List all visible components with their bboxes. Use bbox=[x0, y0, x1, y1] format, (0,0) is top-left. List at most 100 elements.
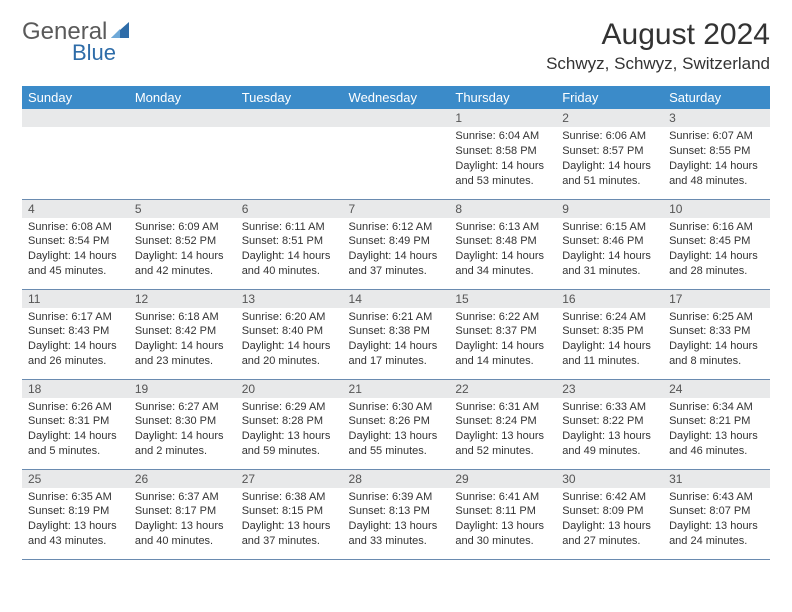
sunset-text: Sunset: 8:28 PM bbox=[242, 414, 337, 429]
sunrise-text: Sunrise: 6:07 AM bbox=[669, 129, 764, 144]
sunset-text: Sunset: 8:55 PM bbox=[669, 144, 764, 159]
sunset-text: Sunset: 8:48 PM bbox=[455, 234, 550, 249]
sunrise-text: Sunrise: 6:38 AM bbox=[242, 490, 337, 505]
sunrise-text: Sunrise: 6:22 AM bbox=[455, 310, 550, 325]
day-number-bar bbox=[236, 109, 343, 127]
daylight-text: Daylight: 13 hours and 33 minutes. bbox=[349, 519, 444, 549]
day-number: 10 bbox=[663, 200, 770, 218]
sunrise-text: Sunrise: 6:31 AM bbox=[455, 400, 550, 415]
weekday-header: Saturday bbox=[663, 86, 770, 109]
day-number: 24 bbox=[663, 380, 770, 398]
sunset-text: Sunset: 8:58 PM bbox=[455, 144, 550, 159]
sunrise-text: Sunrise: 6:41 AM bbox=[455, 490, 550, 505]
day-details: Sunrise: 6:07 AMSunset: 8:55 PMDaylight:… bbox=[663, 127, 770, 194]
sunset-text: Sunset: 8:24 PM bbox=[455, 414, 550, 429]
title-block: August 2024 Schwyz, Schwyz, Switzerland bbox=[546, 18, 770, 74]
sunrise-text: Sunrise: 6:21 AM bbox=[349, 310, 444, 325]
daylight-text: Daylight: 14 hours and 17 minutes. bbox=[349, 339, 444, 369]
sunset-text: Sunset: 8:37 PM bbox=[455, 324, 550, 339]
day-number: 12 bbox=[129, 290, 236, 308]
daylight-text: Daylight: 14 hours and 5 minutes. bbox=[28, 429, 123, 459]
daylight-text: Daylight: 14 hours and 34 minutes. bbox=[455, 249, 550, 279]
weekday-header: Thursday bbox=[449, 86, 556, 109]
day-number: 19 bbox=[129, 380, 236, 398]
calendar-day-cell: 9Sunrise: 6:15 AMSunset: 8:46 PMDaylight… bbox=[556, 199, 663, 289]
daylight-text: Daylight: 14 hours and 51 minutes. bbox=[562, 159, 657, 189]
daylight-text: Daylight: 13 hours and 24 minutes. bbox=[669, 519, 764, 549]
sunset-text: Sunset: 8:26 PM bbox=[349, 414, 444, 429]
day-details: Sunrise: 6:04 AMSunset: 8:58 PMDaylight:… bbox=[449, 127, 556, 194]
sunset-text: Sunset: 8:38 PM bbox=[349, 324, 444, 339]
page-header: General Blue August 2024 Schwyz, Schwyz,… bbox=[22, 18, 770, 74]
calendar-day-cell: 11Sunrise: 6:17 AMSunset: 8:43 PMDayligh… bbox=[22, 289, 129, 379]
day-number: 1 bbox=[449, 109, 556, 127]
sunrise-text: Sunrise: 6:17 AM bbox=[28, 310, 123, 325]
daylight-text: Daylight: 13 hours and 55 minutes. bbox=[349, 429, 444, 459]
sunset-text: Sunset: 8:54 PM bbox=[28, 234, 123, 249]
daylight-text: Daylight: 14 hours and 2 minutes. bbox=[135, 429, 230, 459]
daylight-text: Daylight: 14 hours and 20 minutes. bbox=[242, 339, 337, 369]
sunrise-text: Sunrise: 6:16 AM bbox=[669, 220, 764, 235]
day-number: 16 bbox=[556, 290, 663, 308]
calendar-day-cell: 20Sunrise: 6:29 AMSunset: 8:28 PMDayligh… bbox=[236, 379, 343, 469]
daylight-text: Daylight: 13 hours and 27 minutes. bbox=[562, 519, 657, 549]
daylight-text: Daylight: 13 hours and 49 minutes. bbox=[562, 429, 657, 459]
sunrise-text: Sunrise: 6:09 AM bbox=[135, 220, 230, 235]
weekday-header: Friday bbox=[556, 86, 663, 109]
day-details: Sunrise: 6:37 AMSunset: 8:17 PMDaylight:… bbox=[129, 488, 236, 555]
sunrise-text: Sunrise: 6:11 AM bbox=[242, 220, 337, 235]
sunrise-text: Sunrise: 6:43 AM bbox=[669, 490, 764, 505]
sunrise-text: Sunrise: 6:25 AM bbox=[669, 310, 764, 325]
day-details: Sunrise: 6:38 AMSunset: 8:15 PMDaylight:… bbox=[236, 488, 343, 555]
calendar-week-row: 4Sunrise: 6:08 AMSunset: 8:54 PMDaylight… bbox=[22, 199, 770, 289]
day-number: 21 bbox=[343, 380, 450, 398]
sunset-text: Sunset: 8:22 PM bbox=[562, 414, 657, 429]
sunset-text: Sunset: 8:43 PM bbox=[28, 324, 123, 339]
day-details: Sunrise: 6:08 AMSunset: 8:54 PMDaylight:… bbox=[22, 218, 129, 285]
sunset-text: Sunset: 8:31 PM bbox=[28, 414, 123, 429]
day-number: 30 bbox=[556, 470, 663, 488]
daylight-text: Daylight: 14 hours and 28 minutes. bbox=[669, 249, 764, 279]
day-details: Sunrise: 6:39 AMSunset: 8:13 PMDaylight:… bbox=[343, 488, 450, 555]
sunrise-text: Sunrise: 6:18 AM bbox=[135, 310, 230, 325]
daylight-text: Daylight: 13 hours and 40 minutes. bbox=[135, 519, 230, 549]
day-number: 7 bbox=[343, 200, 450, 218]
sunset-text: Sunset: 8:52 PM bbox=[135, 234, 230, 249]
sunset-text: Sunset: 8:13 PM bbox=[349, 504, 444, 519]
calendar-day-cell: 14Sunrise: 6:21 AMSunset: 8:38 PMDayligh… bbox=[343, 289, 450, 379]
day-details: Sunrise: 6:06 AMSunset: 8:57 PMDaylight:… bbox=[556, 127, 663, 194]
calendar-day-cell: 31Sunrise: 6:43 AMSunset: 8:07 PMDayligh… bbox=[663, 469, 770, 559]
day-number: 20 bbox=[236, 380, 343, 398]
day-details: Sunrise: 6:11 AMSunset: 8:51 PMDaylight:… bbox=[236, 218, 343, 285]
sunrise-text: Sunrise: 6:12 AM bbox=[349, 220, 444, 235]
sunset-text: Sunset: 8:51 PM bbox=[242, 234, 337, 249]
sunrise-text: Sunrise: 6:34 AM bbox=[669, 400, 764, 415]
daylight-text: Daylight: 13 hours and 46 minutes. bbox=[669, 429, 764, 459]
day-details: Sunrise: 6:42 AMSunset: 8:09 PMDaylight:… bbox=[556, 488, 663, 555]
day-details: Sunrise: 6:16 AMSunset: 8:45 PMDaylight:… bbox=[663, 218, 770, 285]
daylight-text: Daylight: 13 hours and 37 minutes. bbox=[242, 519, 337, 549]
sunset-text: Sunset: 8:09 PM bbox=[562, 504, 657, 519]
weekday-header: Monday bbox=[129, 86, 236, 109]
day-details: Sunrise: 6:24 AMSunset: 8:35 PMDaylight:… bbox=[556, 308, 663, 375]
daylight-text: Daylight: 13 hours and 52 minutes. bbox=[455, 429, 550, 459]
calendar-day-cell: 16Sunrise: 6:24 AMSunset: 8:35 PMDayligh… bbox=[556, 289, 663, 379]
day-number: 3 bbox=[663, 109, 770, 127]
calendar-week-row: 25Sunrise: 6:35 AMSunset: 8:19 PMDayligh… bbox=[22, 469, 770, 559]
day-details: Sunrise: 6:31 AMSunset: 8:24 PMDaylight:… bbox=[449, 398, 556, 465]
sunrise-text: Sunrise: 6:33 AM bbox=[562, 400, 657, 415]
calendar-table: Sunday Monday Tuesday Wednesday Thursday… bbox=[22, 86, 770, 560]
daylight-text: Daylight: 14 hours and 40 minutes. bbox=[242, 249, 337, 279]
day-number: 27 bbox=[236, 470, 343, 488]
daylight-text: Daylight: 13 hours and 59 minutes. bbox=[242, 429, 337, 459]
sunrise-text: Sunrise: 6:20 AM bbox=[242, 310, 337, 325]
sunrise-text: Sunrise: 6:26 AM bbox=[28, 400, 123, 415]
day-details: Sunrise: 6:25 AMSunset: 8:33 PMDaylight:… bbox=[663, 308, 770, 375]
day-details: Sunrise: 6:34 AMSunset: 8:21 PMDaylight:… bbox=[663, 398, 770, 465]
calendar-week-row: 11Sunrise: 6:17 AMSunset: 8:43 PMDayligh… bbox=[22, 289, 770, 379]
calendar-day-cell: 8Sunrise: 6:13 AMSunset: 8:48 PMDaylight… bbox=[449, 199, 556, 289]
calendar-day-cell: 19Sunrise: 6:27 AMSunset: 8:30 PMDayligh… bbox=[129, 379, 236, 469]
sunset-text: Sunset: 8:42 PM bbox=[135, 324, 230, 339]
calendar-day-cell: 29Sunrise: 6:41 AMSunset: 8:11 PMDayligh… bbox=[449, 469, 556, 559]
calendar-day-cell: 18Sunrise: 6:26 AMSunset: 8:31 PMDayligh… bbox=[22, 379, 129, 469]
